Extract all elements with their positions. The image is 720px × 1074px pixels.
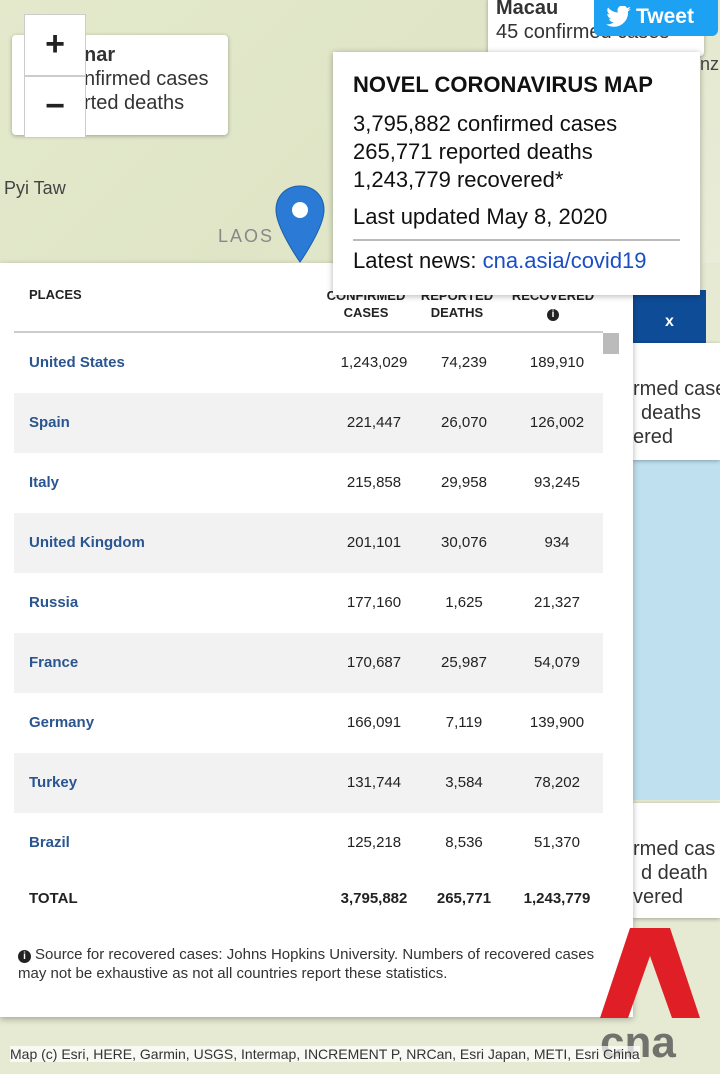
total-value: 265,771 [436, 890, 492, 907]
cell-value: 25,987 [441, 654, 487, 671]
popup-line: rmed case [633, 378, 720, 400]
zoom-out[interactable]: − [24, 76, 86, 138]
cell-value: 93,245 [534, 474, 580, 491]
cell-value: 54,079 [534, 654, 580, 671]
total-value: 1,243,779 [523, 890, 591, 907]
twitter-icon [606, 5, 631, 28]
cell-value: 125,218 [346, 834, 402, 851]
cell-value: 1,243,029 [340, 354, 408, 371]
popup-line: d death [641, 862, 708, 884]
news-link[interactable]: cna.asia/covid19 [482, 248, 647, 273]
popup-line: ered [633, 426, 674, 448]
table-row: Turkey 131,744 3,584 78,202 [14, 753, 603, 813]
cell-value: 26,070 [441, 414, 487, 431]
cell-value: 166,091 [346, 714, 402, 731]
cell-value: 934 [544, 534, 570, 551]
map-label: nz [700, 54, 720, 74]
cell-value: 78,202 [534, 774, 580, 791]
info-line: 1,243,779 recovered* [353, 167, 564, 192]
place-name[interactable]: Russia [29, 594, 79, 611]
table-row: Russia 177,160 1,625 21,327 [14, 573, 603, 633]
cell-value: 30,076 [441, 534, 487, 551]
info-news: Latest news: cna.asia/covid19 [353, 248, 647, 274]
header-rule [14, 331, 603, 333]
cell-value: 139,900 [529, 714, 585, 731]
map-label: Pyi Taw [4, 178, 66, 198]
popup-name: Macau [496, 0, 559, 19]
info-box: NOVEL CORONAVIRUS MAP 3,795,882 confirme… [333, 52, 700, 295]
cell-value: 7,119 [445, 714, 483, 731]
popup-name: nar [84, 44, 116, 66]
cell-value: 126,002 [529, 414, 585, 431]
news-label: Latest news: [353, 248, 477, 273]
map-popup: rmed cas d death vered [633, 803, 720, 918]
table-row: United Kingdom 201,101 30,076 934 [14, 513, 603, 573]
cell-value: 170,687 [346, 654, 402, 671]
popup-line: rmed cas [633, 838, 716, 860]
info-line: 265,771 reported deaths [353, 139, 593, 164]
map-popup: rmed case deaths ered [633, 343, 720, 460]
table-panel: PLACES CONFIRMED CASES REPORTED DEATHS R… [0, 263, 633, 1017]
cell-value: 21,327 [534, 594, 580, 611]
footnote-text: Source for recovered cases: Johns Hopkin… [18, 946, 595, 982]
cell-value: 201,101 [346, 534, 402, 551]
footnote: i Source for recovered cases: Johns Hopki… [18, 945, 598, 983]
scrollbar[interactable] [603, 333, 619, 354]
table-row: Italy 215,858 29,958 93,245 [14, 453, 603, 513]
tweet-label: Tweet [636, 5, 694, 28]
logo-mark [600, 928, 700, 1018]
popup-line: rted deaths [84, 92, 185, 114]
map-attribution: Map (c) Esri, HERE, Garmin, USGS, Interm… [10, 1046, 640, 1062]
popup-line: deaths [641, 402, 702, 424]
zoom-in[interactable]: + [24, 14, 86, 76]
place-name[interactable]: Germany [29, 714, 95, 731]
table-row: Brazil 125,218 8,536 51,370 [14, 813, 603, 873]
cell-value: 221,447 [346, 414, 402, 431]
cell-value: 131,744 [346, 774, 402, 791]
water [633, 460, 720, 800]
info-stats: 3,795,882 confirmed cases 265,771 report… [353, 110, 617, 194]
map-pin[interactable] [274, 184, 326, 264]
info-icon: i [18, 950, 31, 963]
total-value: 3,795,882 [340, 890, 408, 907]
cell-value: 1,625 [445, 594, 483, 611]
total-label: TOTAL [29, 890, 78, 907]
info-icon[interactable]: i [547, 309, 559, 321]
cell-value: 29,958 [441, 474, 487, 491]
place-name[interactable]: Turkey [29, 774, 78, 791]
place-name[interactable]: Italy [29, 474, 60, 491]
table-row: France 170,687 25,987 54,079 [14, 633, 603, 693]
cell-value: 51,370 [534, 834, 580, 851]
popup-line: vered [633, 886, 684, 908]
total-row: TOTAL 3,795,882 265,771 1,243,779 [14, 869, 603, 929]
map-label: LAOS [218, 226, 275, 246]
info-title: NOVEL CORONAVIRUS MAP [353, 72, 653, 97]
table-row: Spain 221,447 26,070 126,002 [14, 393, 603, 453]
cell-value: 3,584 [445, 774, 483, 791]
info-rule [353, 239, 680, 241]
place-name[interactable]: Spain [29, 414, 70, 431]
table-row: United States 1,243,029 74,239 189,910 [14, 333, 603, 393]
header-places: PLACES [29, 287, 82, 302]
table-row: Germany 166,091 7,119 139,900 [14, 693, 603, 753]
cell-value: 189,910 [529, 354, 585, 371]
place-name[interactable]: United States [29, 354, 125, 371]
info-updated: Last updated May 8, 2020 [353, 204, 608, 229]
tweet-button[interactable]: Tweet [594, 0, 718, 36]
cell-value: 215,858 [346, 474, 402, 491]
cell-value: 8,536 [445, 834, 483, 851]
info-line: 3,795,882 confirmed cases [353, 111, 618, 136]
popup-line: nfirmed cases [84, 68, 209, 90]
logo: cna [600, 928, 700, 1065]
cell-value: 74,239 [441, 354, 487, 371]
place-name[interactable]: France [29, 654, 79, 671]
place-name[interactable]: Brazil [29, 834, 70, 851]
cell-value: 177,160 [346, 594, 402, 611]
place-name[interactable]: United Kingdom [29, 534, 145, 551]
